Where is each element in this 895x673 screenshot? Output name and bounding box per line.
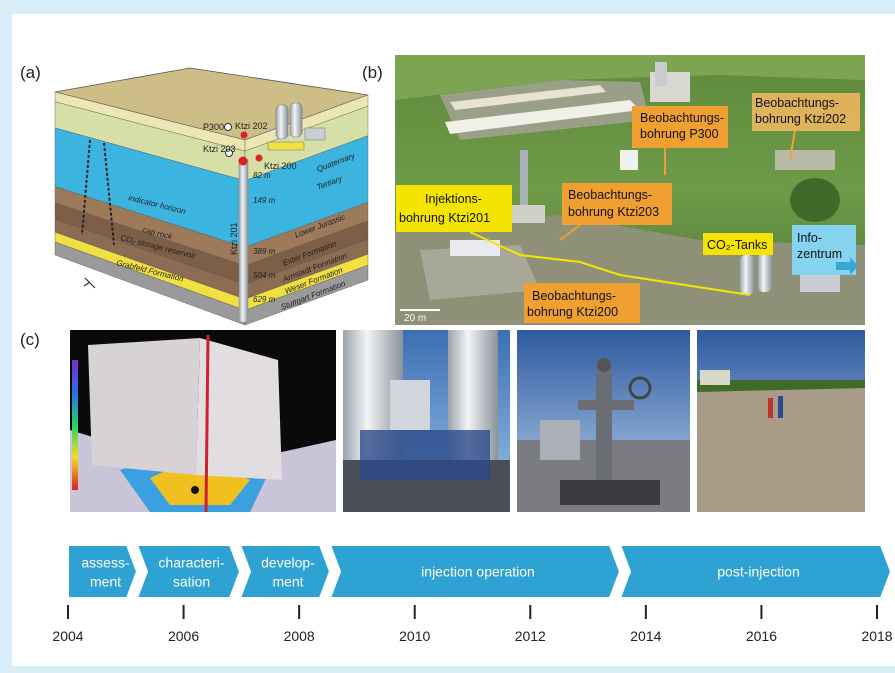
panel-label: (c) bbox=[20, 330, 40, 349]
tanks-photo bbox=[343, 330, 510, 512]
phase-chevron bbox=[68, 545, 137, 598]
depth-label: 389 m bbox=[253, 247, 276, 256]
well-label: Ktzi 203 bbox=[203, 144, 236, 154]
phase-label-line: post-injection bbox=[717, 564, 800, 580]
figure: (a) (b) (c) P300 Ktzi 202 Ktzi 203 Ktzi … bbox=[0, 0, 895, 673]
well-label: Ktzi 201 bbox=[229, 222, 239, 255]
well-label: Ktzi 200 bbox=[264, 161, 297, 171]
year-label: 2010 bbox=[399, 628, 430, 644]
year-label: 2006 bbox=[168, 628, 199, 644]
tanks-callout: CO₂-Tanks bbox=[707, 238, 767, 252]
phase-chevron bbox=[240, 545, 330, 598]
phase-label-line: ment bbox=[272, 574, 303, 590]
wellhead-photo bbox=[517, 330, 690, 512]
phase-chevron bbox=[137, 545, 240, 598]
year-label: 2012 bbox=[515, 628, 546, 644]
scale-label: 20 m bbox=[404, 313, 426, 324]
year-label: 2004 bbox=[52, 628, 83, 644]
well-label: P300 bbox=[203, 122, 224, 132]
field-photo bbox=[697, 330, 865, 512]
panel-label: (b) bbox=[362, 63, 383, 82]
year-label: 2008 bbox=[284, 628, 315, 644]
phase-label-line: sation bbox=[173, 574, 210, 590]
year-label: 2016 bbox=[746, 628, 777, 644]
depth-label: 504 m bbox=[253, 271, 276, 280]
phase-label-line: injection operation bbox=[421, 564, 535, 580]
phase-label-line: develop- bbox=[261, 555, 315, 571]
well-label: Ktzi 202 bbox=[235, 121, 268, 131]
year-label: 2018 bbox=[861, 628, 892, 644]
panel-label: (a) bbox=[20, 63, 41, 82]
phase-label-line: assess- bbox=[81, 555, 130, 571]
phase-label-line: ment bbox=[90, 574, 121, 590]
phase-label-line: characteri- bbox=[158, 555, 224, 571]
phase-label: post-injection bbox=[717, 564, 800, 580]
depth-label: 629 m bbox=[253, 295, 276, 304]
depth-label: 149 m bbox=[253, 196, 276, 205]
year-label: 2014 bbox=[630, 628, 661, 644]
seismic-photo bbox=[70, 330, 336, 512]
depth-label: 82 m bbox=[253, 171, 271, 180]
phase-label: injection operation bbox=[421, 564, 535, 580]
